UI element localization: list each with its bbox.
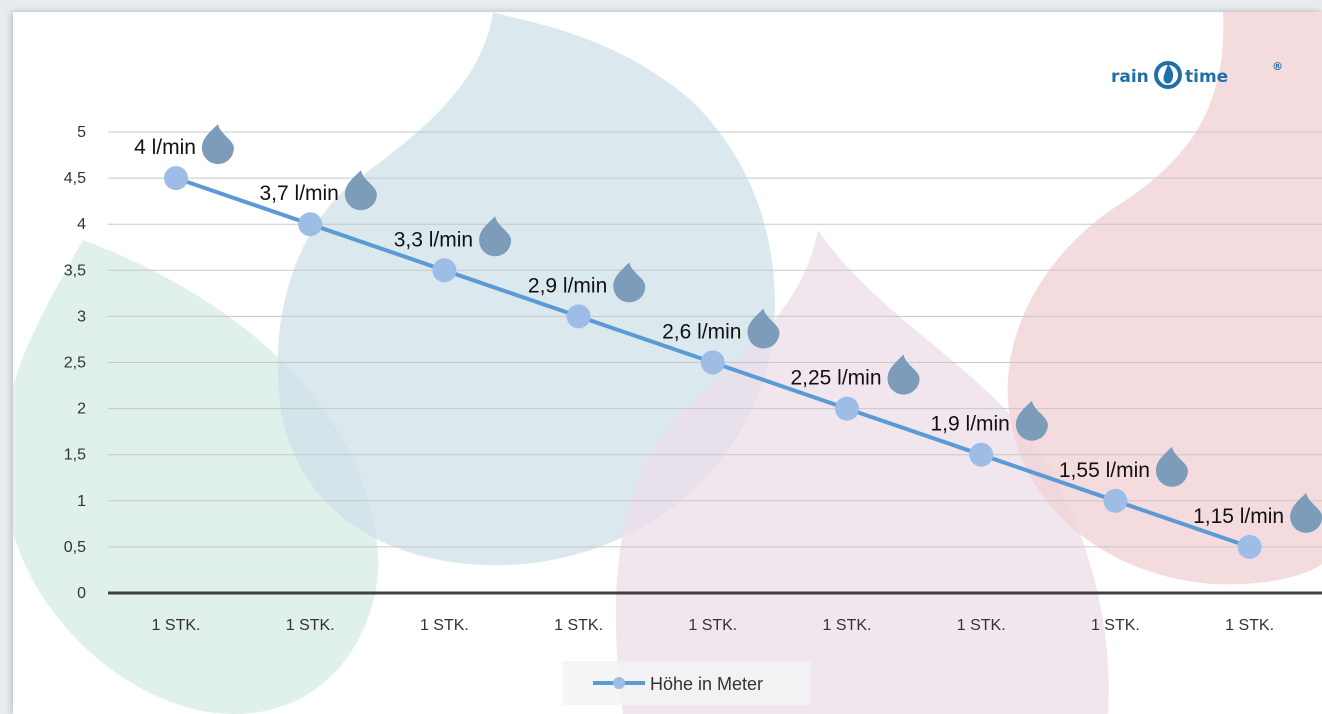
legend-label: Höhe in Meter	[650, 674, 763, 694]
background-drop-blue-icon	[277, 12, 775, 566]
y-tick-label: 5	[77, 124, 86, 141]
line-chart: 00,511,522,533,544,55 1 STK. 1 STK. 1 STK.…	[13, 12, 1322, 714]
y-tick-label: 1,5	[64, 447, 86, 464]
x-category-label: 1 STK.	[152, 617, 201, 634]
background-drop-red-icon	[1007, 12, 1322, 585]
water-drop-icon	[887, 354, 920, 395]
x-category-label: 1 STK.	[957, 617, 1006, 634]
water-drop-icon	[1015, 400, 1048, 441]
y-tick-label: 2,5	[64, 355, 86, 372]
x-category-label: 1 STK.	[1091, 617, 1140, 634]
data-point	[700, 350, 725, 375]
logo-text-rain: rain	[1111, 67, 1149, 87]
water-drop-icon	[747, 308, 780, 349]
logo-text-time: time	[1185, 67, 1228, 87]
data-label: 3,3 l/min	[394, 228, 473, 251]
background-drop-green-icon	[13, 240, 379, 714]
data-point	[835, 396, 859, 421]
data-label: 2,25 l/min	[790, 367, 881, 390]
x-category-label: 1 STK.	[823, 617, 872, 634]
raintime-logo: rain time ®	[1111, 60, 1283, 89]
x-category-label: 1 STK.	[688, 617, 737, 634]
data-point	[1103, 488, 1128, 513]
data-label: 4 l/min	[134, 136, 196, 159]
legend: Höhe in Meter	[563, 661, 811, 705]
water-drop-icon	[479, 216, 512, 257]
x-category-label: 1 STK.	[554, 617, 603, 634]
water-drop-icon	[613, 262, 646, 303]
y-tick-label: 0,5	[64, 539, 86, 556]
data-label: 1,55 l/min	[1059, 459, 1150, 482]
x-category-label: 1 STK.	[420, 617, 469, 634]
y-tick-label: 0	[77, 585, 86, 602]
data-label: 1,9 l/min	[931, 413, 1010, 436]
water-drop-icon	[1155, 446, 1188, 487]
x-category-label: 1 STK.	[1225, 617, 1274, 634]
y-tick-label: 3,5	[64, 262, 86, 279]
data-label: 3,7 l/min	[260, 182, 339, 205]
series-markers	[164, 166, 1262, 559]
water-drop-icon	[201, 124, 234, 165]
y-tick-label: 2	[77, 401, 86, 418]
logo-drop-icon	[1163, 64, 1174, 84]
water-drop-icon	[1290, 492, 1322, 533]
data-label: 2,6 l/min	[662, 321, 741, 344]
data-point	[566, 304, 591, 329]
y-tick-label: 1	[77, 493, 86, 510]
chart-frame: 0 0,5 1 1,5 2 2,5 3 3,5 4 4,5 5 1 STK. 1 STK. 1 STK.…	[13, 12, 1322, 714]
logo-drop-ring-icon	[1154, 61, 1182, 89]
data-point	[164, 166, 188, 191]
water-drop-icon	[344, 170, 377, 211]
x-axis-category-labels: 1 STK. 1 STK. 1 STK. 1 STK. 1 STK. 1 STK. 1 ST…	[152, 617, 1275, 634]
data-labels: 4 l/min 3,7 l/min 3,3 l/min 2,9 l/min 2,6 l/…	[134, 124, 1322, 533]
data-point	[432, 258, 457, 283]
x-category-label: 1 STK.	[286, 617, 335, 634]
y-tick-label: 3	[77, 308, 86, 325]
data-label: 1,15 l/min	[1193, 505, 1284, 528]
y-tick-label: 4	[77, 216, 86, 233]
data-label: 2,9 l/min	[528, 274, 607, 297]
logo-registered-mark: ®	[1272, 60, 1283, 73]
legend-swatch-marker	[613, 677, 625, 689]
y-axis-tick-labels: 0 0,5 1 1,5 2 2,5 3 3,5 4 4,5 5	[64, 124, 86, 602]
data-point	[969, 442, 994, 467]
data-point	[1237, 534, 1262, 559]
data-point	[298, 212, 323, 237]
y-tick-label: 4,5	[64, 170, 86, 187]
